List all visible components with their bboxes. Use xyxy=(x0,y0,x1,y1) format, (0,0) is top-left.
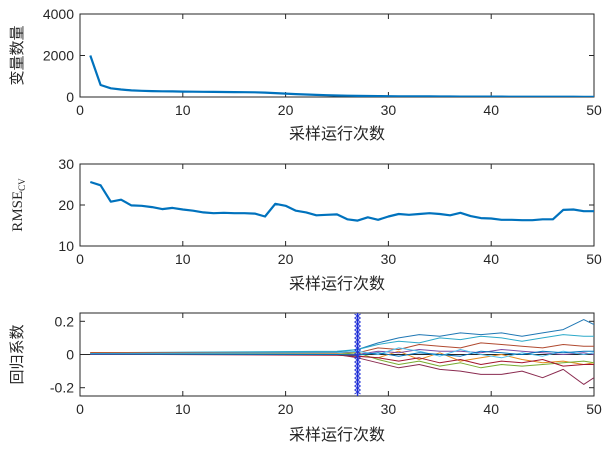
y-tick-label: 10 xyxy=(58,238,74,254)
x-tick-label: 10 xyxy=(175,251,191,267)
marker-point xyxy=(354,337,361,343)
marker-point xyxy=(354,345,361,351)
marker-point xyxy=(354,361,361,367)
y-axis-label: 回归系数 xyxy=(8,324,26,384)
series-line-10 xyxy=(90,350,594,357)
series-line-6 xyxy=(90,349,594,355)
x-tick-label: 0 xyxy=(76,251,84,267)
marker-point xyxy=(354,321,361,327)
y-tick-label: -0.2 xyxy=(50,380,74,396)
x-axis-label: 采样运行次数 xyxy=(289,425,385,444)
marker-point xyxy=(354,325,361,331)
x-axis-label: 采样运行次数 xyxy=(289,274,385,293)
y-tick-label: 4000 xyxy=(43,6,74,22)
y-axis-label: 变量数量 xyxy=(8,25,26,85)
y-tick-label: 0 xyxy=(66,347,74,363)
series-line-7 xyxy=(90,352,594,369)
x-tick-label: 40 xyxy=(483,401,499,417)
marker-point xyxy=(354,329,361,335)
marker-point xyxy=(354,377,361,383)
marker-point xyxy=(354,381,361,387)
series-line-4 xyxy=(90,342,594,354)
x-tick-label: 10 xyxy=(175,102,191,118)
plot-area xyxy=(79,13,595,98)
y-tick-label: 0.2 xyxy=(55,313,75,329)
series-line-1 xyxy=(89,55,594,97)
marker-point xyxy=(354,389,361,395)
marker-point xyxy=(354,373,361,379)
x-tick-label: 50 xyxy=(586,401,602,417)
series-line-1 xyxy=(89,180,594,222)
x-tick-label: 50 xyxy=(586,102,602,118)
x-tick-label: 10 xyxy=(175,401,191,417)
marker-point xyxy=(354,317,361,323)
y-tick-label: 2000 xyxy=(43,48,74,64)
marker-point xyxy=(354,313,361,319)
marker-point xyxy=(354,365,361,371)
marker-point xyxy=(354,385,361,391)
series-line-8 xyxy=(90,347,594,359)
x-tick-label: 50 xyxy=(586,251,602,267)
x-tick-label: 40 xyxy=(483,102,499,118)
x-tick-label: 0 xyxy=(76,102,84,118)
x-tick-label: 40 xyxy=(483,251,499,267)
y-tick-label: 20 xyxy=(58,197,74,213)
series-line-3 xyxy=(90,334,594,354)
x-tick-label: 30 xyxy=(381,102,397,118)
x-tick-label: 30 xyxy=(381,251,397,267)
marker-point xyxy=(354,369,361,375)
series-line-1 xyxy=(90,319,594,354)
y-axis-label-subscript: CV xyxy=(17,178,27,191)
chart-panel-1: 0 10 20 30 40 50 0 2000 4000 采样运行次数 变量数量 xyxy=(8,6,602,143)
x-tick-label: 20 xyxy=(278,102,294,118)
y-axis-label: RMSECV xyxy=(10,178,27,232)
marker-point xyxy=(354,349,361,355)
x-tick-label: 20 xyxy=(278,251,294,267)
y-tick-label: 30 xyxy=(58,156,74,172)
marker-point xyxy=(354,353,361,359)
marker-point xyxy=(354,341,361,347)
series-line-9 xyxy=(90,353,594,367)
x-tick-label: 20 xyxy=(278,401,294,417)
x-tick-label: 30 xyxy=(381,401,397,417)
plot-area xyxy=(79,163,595,247)
x-tick-label: 0 xyxy=(76,401,84,417)
x-axis-label: 采样运行次数 xyxy=(289,124,385,143)
marker-point xyxy=(354,357,361,363)
y-tick-label: 0 xyxy=(66,89,74,105)
marker-point xyxy=(354,333,361,339)
series-line-2 xyxy=(90,353,594,385)
